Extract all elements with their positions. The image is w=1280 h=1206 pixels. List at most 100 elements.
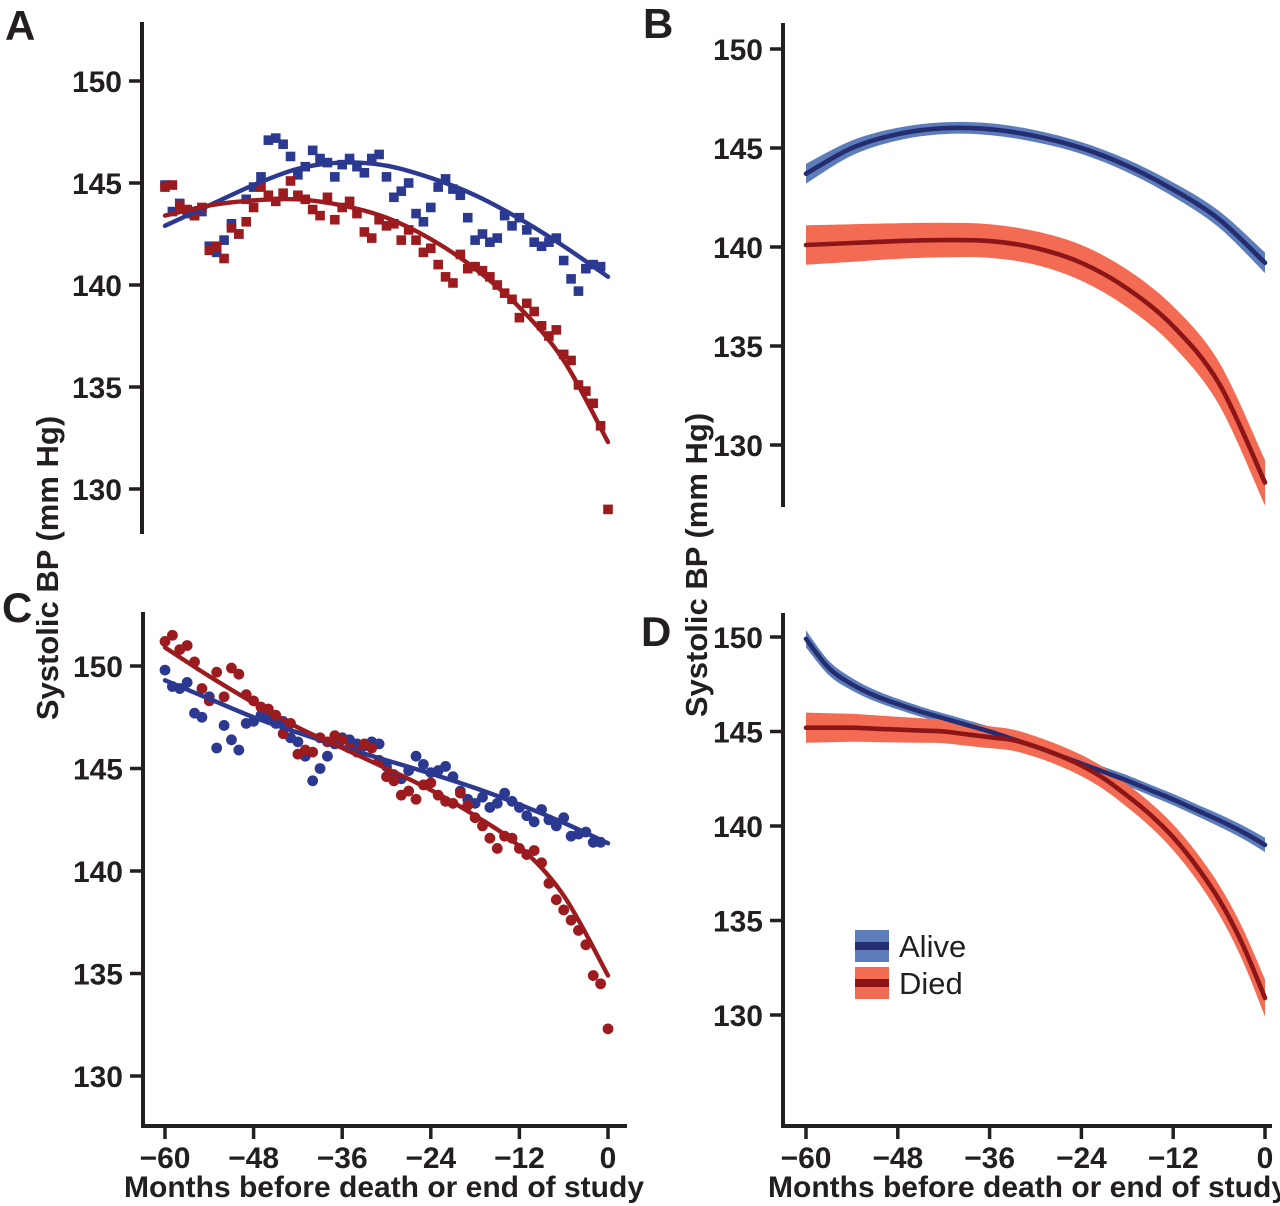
panel-c-alive-fit-line	[162, 678, 611, 846]
panel-a-alive-point	[477, 229, 488, 239]
panel-c-died-point	[403, 785, 415, 797]
panel-a-alive-point	[521, 225, 532, 235]
panel-c-alive-point	[528, 816, 540, 828]
panel-a-died-point	[544, 331, 554, 341]
panel-a-alive-point	[426, 202, 436, 213]
panel-c-alive-point	[226, 734, 237, 746]
panel-b-y-tick-label: 145	[713, 133, 763, 166]
panel-c-alive-point	[440, 761, 451, 772]
panel-c-alive-point	[477, 791, 488, 803]
panel-c-alive-point	[233, 744, 245, 756]
panel-a-alive-point	[359, 168, 370, 178]
panel-letter-b: B	[643, 0, 674, 47]
panel-a-died-point	[160, 182, 170, 192]
panel-a-died-point	[551, 325, 562, 335]
panel-a-alive-point	[211, 247, 222, 258]
panel-c-alive-point	[418, 759, 429, 770]
panel-c-x-tick-label: −12	[494, 1142, 545, 1175]
panel-a-alive-point	[566, 274, 576, 284]
panel-c-x-tick-label: 0	[600, 1142, 617, 1175]
panel-letter-a: A	[5, 2, 36, 49]
panel-a-died-point	[263, 190, 274, 201]
panel-a-died-point	[293, 190, 303, 201]
panel-a-alive-point	[352, 161, 362, 172]
panel-a-alive-point	[315, 153, 325, 164]
panel-a-alive-point	[462, 212, 473, 223]
panel-a-died-point	[167, 180, 178, 190]
panel-a-died-point	[226, 223, 237, 233]
panel-c-died-point	[226, 662, 237, 674]
panel-c-y-tick-label: 135	[73, 959, 123, 992]
panel-b-died-mean-line	[803, 237, 1268, 485]
panel-d-x-tick-label: −12	[1148, 1142, 1199, 1175]
panel-c-died-point	[558, 904, 570, 916]
panel-d-y-tick-label: 130	[713, 1000, 763, 1033]
panel-a-died-point	[344, 196, 355, 207]
panel-a-alive-point	[448, 184, 458, 194]
panel-c-alive-point	[322, 750, 333, 762]
panel-c-alive-point	[218, 720, 230, 731]
panel-a-y-tick-label: 145	[72, 168, 122, 201]
panel-a-alive-point	[573, 286, 584, 296]
panel-a-alive-point	[433, 182, 443, 192]
panel-c-died-point	[233, 668, 245, 680]
panel-c-alive-point	[491, 797, 503, 809]
panel-d-x-tick-label: −24	[1056, 1142, 1107, 1175]
panel-a-alive-point	[544, 237, 554, 247]
legend-label-alive: Alive	[899, 929, 966, 964]
panel-a-alive-point	[507, 221, 517, 231]
panel-a-died-point	[448, 278, 458, 288]
panel-c-died-point	[425, 777, 437, 789]
panel-a-alive-point	[551, 233, 562, 243]
panel-a-died-point	[536, 321, 547, 331]
panel-c-alive-point	[292, 736, 304, 748]
panel-a-alive-point	[366, 153, 377, 164]
panel-a-alive-point	[455, 190, 466, 201]
panel-letter-d: D	[641, 608, 672, 655]
panel-a-died-point	[256, 182, 266, 192]
panel-a-alive-point	[330, 172, 340, 182]
panel-a-alive-point	[595, 261, 606, 272]
panel-a-died-point	[433, 259, 443, 270]
panel-d-died-mean-line	[803, 725, 1268, 1001]
panel-d-y-tick-label: 140	[713, 811, 763, 844]
panel-d-x-tick-label: −36	[964, 1142, 1015, 1175]
panel-a-died-point	[566, 355, 576, 366]
panel-a-died-point	[307, 204, 318, 215]
panel-b-y-tick-label: 150	[713, 34, 763, 67]
panel-c-y-tick-label: 140	[73, 856, 123, 889]
panel-c-died-point	[602, 1023, 614, 1035]
panel-a-died-point	[403, 225, 414, 235]
panel-a-died-point	[278, 188, 288, 198]
panel-letter-c: C	[2, 584, 33, 631]
panel-a-died-point	[374, 214, 384, 225]
panel-a-died-point	[315, 210, 325, 221]
panel-a-alive-point	[293, 170, 303, 180]
panel-a-alive-point	[219, 235, 229, 245]
panel-a-y-tick-label: 150	[72, 66, 122, 99]
panel-c-died-point	[410, 793, 422, 805]
panel-d-y-tick-label: 135	[713, 906, 763, 939]
panel-a-alive-point	[411, 208, 421, 219]
panel-d-x-tick-label: 0	[1257, 1142, 1274, 1175]
panel-a-died-point	[366, 233, 377, 243]
panel-d-x-tick-label: −60	[781, 1142, 832, 1175]
panel-c-died-point	[336, 734, 348, 746]
panel-a-died-point	[219, 253, 229, 264]
panel-b-died-band	[806, 222, 1265, 506]
panel-a-alive-point	[374, 149, 384, 160]
panel-a-died-point	[359, 227, 370, 237]
panel-a-alive-point	[256, 172, 266, 182]
panel-a-died-point	[241, 216, 252, 227]
panel-c-x-tick-label: −60	[140, 1142, 191, 1175]
panel-a-died-point	[455, 249, 466, 260]
panel-d-x-tick-label: −48	[872, 1142, 923, 1175]
panel-a-alive-point	[581, 263, 591, 274]
panel-a-died-point	[352, 208, 362, 219]
panel-a-alive-point	[396, 186, 407, 196]
panel-a-alive-point	[418, 216, 429, 227]
x-axis-title-left: Months before death or end of study	[124, 1171, 645, 1204]
panel-a-alive-point	[499, 210, 510, 221]
panel-c-x-tick-label: −24	[405, 1142, 456, 1175]
